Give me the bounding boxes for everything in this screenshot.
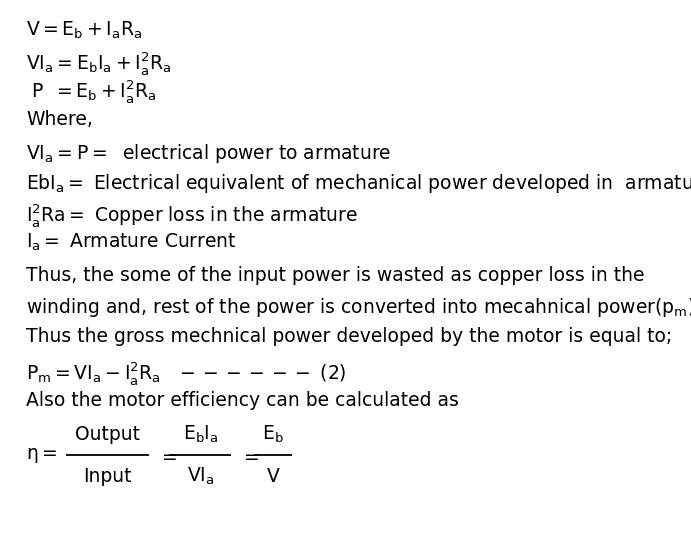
Text: Also the motor efficiency can be calculated as: Also the motor efficiency can be calcula…: [26, 391, 459, 410]
Text: $\mathrm{I_a = }$ Armature Current: $\mathrm{I_a = }$ Armature Current: [26, 232, 237, 253]
Text: $\mathrm{\eta =}$: $\mathrm{\eta =}$: [26, 446, 57, 465]
Text: $\mathrm{I_a^2Ra = }$ Copper loss in the armature: $\mathrm{I_a^2Ra = }$ Copper loss in the…: [26, 202, 359, 229]
Text: winding and, rest of the power is converted into mecahnical power($\mathrm{p_m}$: winding and, rest of the power is conver…: [26, 296, 691, 320]
Text: Where,: Where,: [26, 110, 93, 129]
Text: $\mathrm{V}$: $\mathrm{V}$: [265, 467, 281, 486]
Text: $\mathrm{E_b}$: $\mathrm{E_b}$: [262, 424, 284, 445]
Text: $\mathrm{VI_a}$: $\mathrm{VI_a}$: [187, 466, 214, 487]
Text: $\mathrm{P_m = VI_a - I_a^2R_a \;\;\; ------}$ (2): $\mathrm{P_m = VI_a - I_a^2R_a \;\;\; --…: [26, 360, 347, 387]
Text: $\mathrm{VI_a = E_bI_a + I_a^2R_a}$: $\mathrm{VI_a = E_bI_a + I_a^2R_a}$: [26, 50, 171, 77]
Text: $\mathrm{VI_a = P = }$  electrical power to armature: $\mathrm{VI_a = P = }$ electrical power …: [26, 142, 392, 166]
Text: Thus the gross mechnical power developed by the motor is equal to;: Thus the gross mechnical power developed…: [26, 327, 672, 346]
Text: $=$: $=$: [240, 446, 260, 465]
Text: $\mathrm{E_bI_a}$: $\mathrm{E_bI_a}$: [182, 424, 218, 445]
Text: $\mathrm{EbI_a = }$ Electrical equivalent of mechanical power developed in  arma: $\mathrm{EbI_a = }$ Electrical equivalen…: [26, 172, 691, 195]
Text: $\mathrm{\;P\;\; = E_b + I_a^2R_a}$: $\mathrm{\;P\;\; = E_b + I_a^2R_a}$: [26, 78, 156, 105]
Text: Output: Output: [75, 425, 140, 444]
Text: $=$: $=$: [158, 446, 177, 465]
Text: Input: Input: [83, 467, 131, 486]
Text: $\mathrm{V = E_b + I_aR_a}$: $\mathrm{V = E_b + I_aR_a}$: [26, 19, 142, 41]
Text: Thus, the some of the input power is wasted as copper loss in the: Thus, the some of the input power is was…: [26, 266, 645, 285]
